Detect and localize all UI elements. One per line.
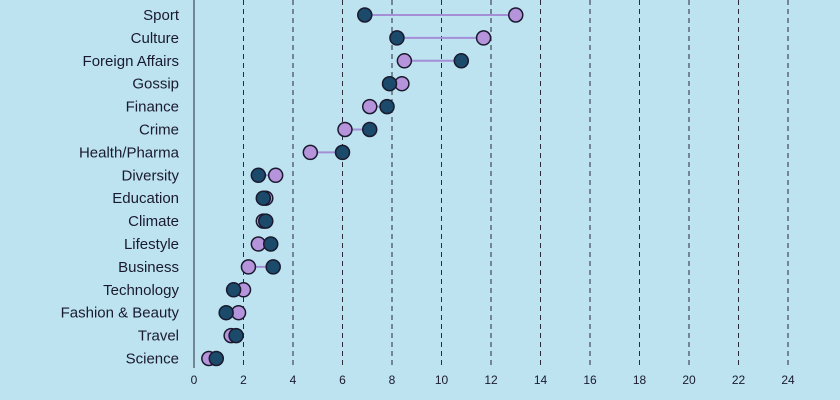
point-series1-business [265,259,281,275]
x-tick-label: 0 [191,373,198,387]
point-series1-science [208,350,225,367]
point-series1-gossip [381,75,398,92]
category-label-travel: Travel [138,328,179,345]
x-tick-label: 12 [484,373,498,387]
category-label-culture: Culture [131,30,179,47]
point-series2-foreign-affairs [396,53,413,69]
category-label-lifestyle: Lifestyle [124,236,179,253]
point-series2-diversity [267,167,284,184]
point-series2-culture [475,30,492,46]
x-tick-label: 16 [583,373,597,387]
grid-lines [193,0,789,368]
x-tick-label: 8 [389,373,396,387]
category-label-education: Education [112,190,179,207]
data-points [201,7,524,367]
point-series1-lifestyle [262,236,279,252]
x-tick-label: 14 [534,373,548,387]
x-tick-label: 2 [240,373,247,387]
category-label-health-pharma: Health/Pharma [79,144,180,161]
category-label-climate: Climate [128,213,179,230]
x-tick-label: 18 [633,373,647,387]
x-tick-labels: 0 2 4 6 8 10 12 14 16 18 20 22 24 [191,373,795,387]
point-series1-finance [379,98,395,115]
point-series1-fashion-beauty [218,304,234,321]
category-label-science: Science [126,351,179,368]
x-tick-label: 24 [781,373,795,387]
category-label-foreign-affairs: Foreign Affairs [83,53,179,70]
category-label-technology: Technology [103,282,179,299]
x-tick-label: 10 [435,373,449,387]
point-series1-health-pharma [334,144,351,161]
point-series1-climate [258,213,274,229]
x-tick-label: 20 [682,373,696,387]
x-tick-label: 4 [290,373,297,387]
point-series2-crime [337,121,353,138]
category-label-finance: Finance [126,99,179,116]
point-series1-foreign-affairs [453,53,470,69]
point-series2-finance [361,98,378,115]
point-series1-crime [361,121,378,138]
point-series1-technology [225,282,242,298]
category-label-crime: Crime [139,122,179,139]
point-series1-education [255,190,272,206]
category-label-gossip: Gossip [132,76,179,93]
point-series1-travel [228,327,244,344]
point-series2-health-pharma [302,144,319,161]
category-label-fashion-beauty: Fashion & Beauty [61,305,180,322]
point-series2-business [240,259,257,275]
category-label-sport: Sport [143,7,180,24]
point-series1-culture [389,30,405,46]
point-series2-sport [508,7,524,23]
x-tick-label: 6 [339,373,346,387]
category-labels: Sport Culture Foreign Affairs Gossip Finance… [61,7,180,368]
category-label-business: Business [118,259,179,276]
point-series1-diversity [250,167,267,184]
x-tick-label: 22 [732,373,746,387]
connector-lines [208,14,516,360]
category-label-diversity: Diversity [121,167,179,184]
point-series1-sport [357,7,373,23]
